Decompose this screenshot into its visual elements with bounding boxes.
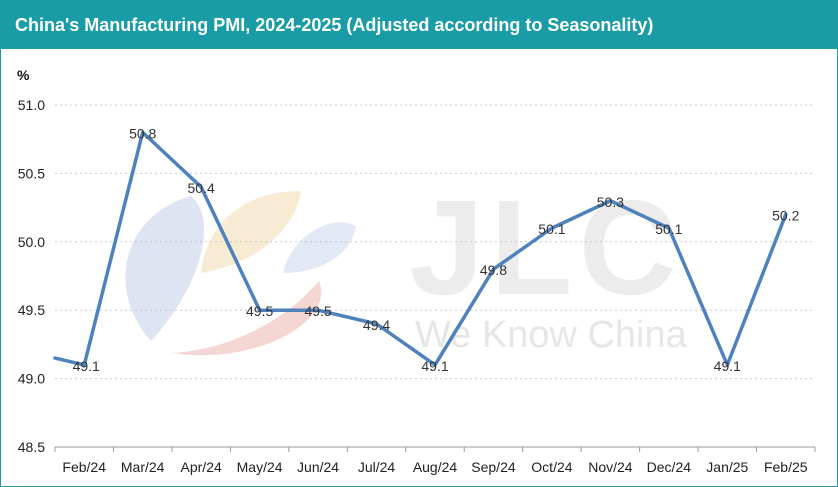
x-tick-label: Jun/24 bbox=[297, 459, 339, 475]
chart-title: China's Manufacturing PMI, 2024-2025 (Ad… bbox=[1, 1, 837, 49]
watermark-logo-yellow bbox=[201, 191, 301, 273]
data-labels: 49.1 50.8 50.4 49.5 49.5 49.4 49.1 49.8 50.1 50.3… bbox=[73, 125, 800, 374]
x-tick-label: Aug/24 bbox=[413, 459, 458, 475]
data-label: 50.8 bbox=[129, 125, 156, 141]
data-label: 50.1 bbox=[538, 221, 565, 237]
watermark-logo-blue bbox=[125, 196, 204, 341]
y-tick-label: 49.0 bbox=[18, 371, 45, 387]
watermark-logo-red bbox=[171, 281, 322, 356]
data-label: 49.1 bbox=[714, 358, 741, 374]
x-tick-label: Jan/25 bbox=[706, 459, 748, 475]
x-tick-label: Sep/24 bbox=[471, 459, 516, 475]
gridlines bbox=[55, 104, 815, 380]
y-tick-label: 48.5 bbox=[18, 439, 45, 455]
data-label: 50.3 bbox=[597, 194, 624, 210]
x-tick-label: Feb/25 bbox=[764, 459, 808, 475]
x-tick-label: Oct/24 bbox=[531, 459, 572, 475]
x-tick-label: Mar/24 bbox=[121, 459, 165, 475]
y-tick-label: 50.5 bbox=[18, 165, 45, 181]
x-axis: Feb/24 Mar/24 Apr/24 May/24 Jun/24 Jul/24 Aug/… bbox=[54, 446, 816, 475]
x-tick-label: Jul/24 bbox=[358, 459, 396, 475]
data-label: 49.5 bbox=[246, 303, 273, 319]
y-axis-ticks: 48.5 49.0 49.5 50.0 50.5 51.0 bbox=[18, 97, 45, 455]
y-tick-label: 50.0 bbox=[18, 234, 45, 250]
series-line-group bbox=[53, 130, 788, 367]
x-tick-label: May/24 bbox=[237, 459, 283, 475]
y-tick-label: 49.5 bbox=[18, 302, 45, 318]
watermark-tagline: We Know China bbox=[415, 314, 688, 356]
data-label: 49.8 bbox=[480, 262, 507, 278]
y-tick-label: 51.0 bbox=[18, 97, 45, 113]
data-label: 50.1 bbox=[655, 221, 682, 237]
x-tick-label: Nov/24 bbox=[588, 459, 633, 475]
data-label: 49.1 bbox=[73, 358, 100, 374]
data-label: 49.5 bbox=[304, 303, 331, 319]
x-tick-label: Feb/24 bbox=[62, 459, 106, 475]
x-tick-label: Apr/24 bbox=[181, 459, 222, 475]
data-label: 50.4 bbox=[188, 180, 215, 196]
data-label: 50.2 bbox=[772, 207, 799, 223]
data-label: 49.1 bbox=[421, 358, 448, 374]
watermark-logo-text: JLC bbox=[409, 172, 682, 323]
data-label: 49.4 bbox=[363, 317, 390, 333]
watermark-logo-blue2 bbox=[283, 222, 356, 273]
series-line bbox=[53, 130, 788, 367]
y-axis-unit-label: % bbox=[17, 67, 30, 83]
x-tick-label: Dec/24 bbox=[647, 459, 692, 475]
